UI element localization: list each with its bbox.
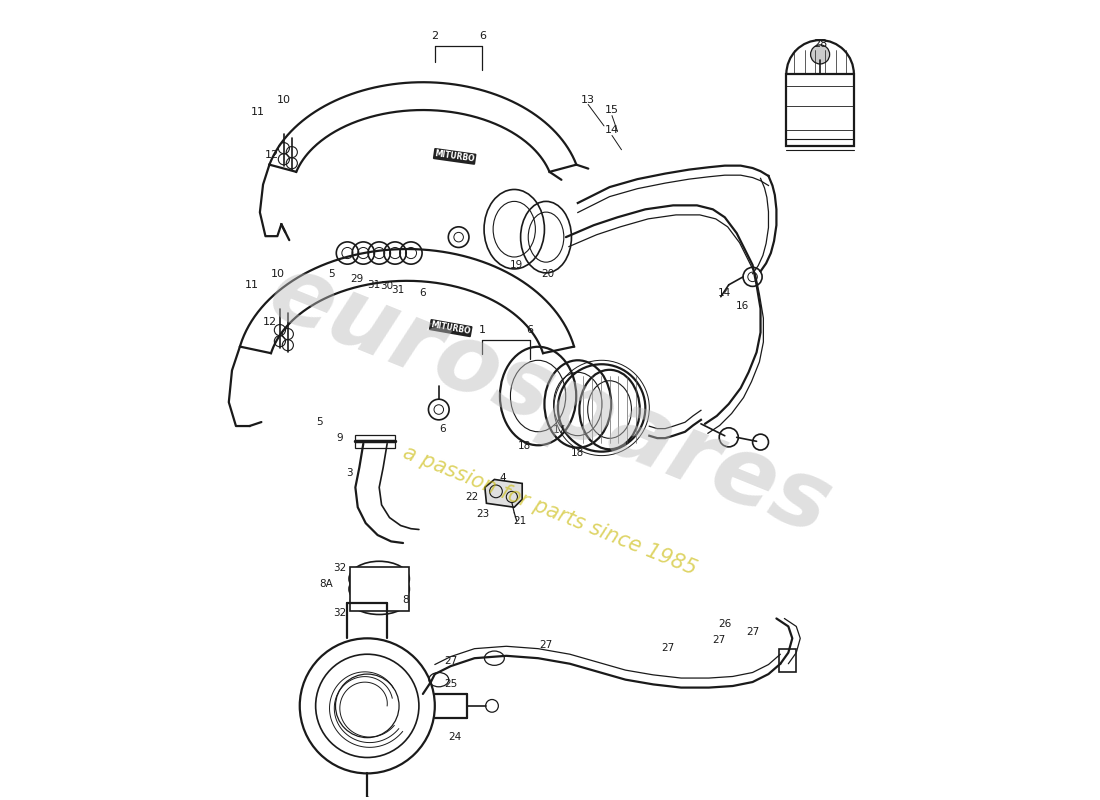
Text: 32: 32 [333, 608, 346, 618]
Text: MITURBO: MITURBO [434, 149, 475, 164]
Text: 5: 5 [317, 418, 323, 427]
Text: 27: 27 [444, 655, 458, 666]
Text: 14: 14 [718, 288, 732, 298]
Text: 15: 15 [605, 105, 619, 115]
Text: 27: 27 [746, 627, 759, 637]
Text: 18: 18 [571, 448, 584, 458]
Text: 18: 18 [518, 441, 531, 451]
Text: 14: 14 [605, 125, 619, 135]
Text: 8A: 8A [319, 579, 333, 590]
Text: 2: 2 [431, 31, 439, 41]
Text: 5: 5 [328, 270, 334, 279]
Text: 17: 17 [553, 425, 566, 435]
Text: 25: 25 [444, 678, 458, 689]
Text: 13: 13 [581, 94, 595, 105]
Text: eurospares: eurospares [256, 246, 844, 554]
Text: 29: 29 [350, 274, 364, 284]
Text: 1: 1 [478, 325, 486, 335]
Text: 16: 16 [736, 302, 749, 311]
Text: 9: 9 [337, 433, 343, 443]
Text: 26: 26 [718, 619, 732, 629]
Text: 6: 6 [478, 31, 486, 41]
Text: 6: 6 [419, 288, 426, 298]
Text: 11: 11 [251, 107, 265, 118]
Text: 12: 12 [265, 150, 279, 160]
Text: 6: 6 [527, 325, 534, 335]
Text: 27: 27 [539, 640, 552, 650]
Text: 21: 21 [514, 516, 527, 526]
Text: 3: 3 [346, 468, 353, 478]
Text: 31: 31 [367, 280, 381, 290]
Text: 30: 30 [381, 282, 394, 291]
Text: 20: 20 [541, 270, 554, 279]
Text: MITURBO: MITURBO [430, 320, 472, 336]
Text: 19: 19 [510, 260, 524, 270]
Bar [350, 567, 409, 610]
Bar [786, 74, 854, 146]
Circle shape [811, 45, 829, 64]
Text: 12: 12 [263, 317, 277, 327]
Text: 24: 24 [448, 732, 461, 742]
Text: 27: 27 [712, 635, 725, 645]
Text: 10: 10 [277, 94, 290, 105]
Polygon shape [485, 479, 522, 507]
Text: 10: 10 [271, 270, 285, 279]
Text: 23: 23 [476, 509, 490, 518]
Text: 6: 6 [439, 423, 447, 434]
Text: 4: 4 [499, 473, 506, 483]
Text: a passion for parts since 1985: a passion for parts since 1985 [400, 443, 700, 579]
Text: 8: 8 [403, 595, 409, 605]
Text: 11: 11 [245, 280, 260, 290]
Text: 28: 28 [813, 39, 827, 49]
Text: 27: 27 [661, 643, 674, 653]
Bar [779, 650, 796, 672]
Text: 31: 31 [390, 286, 404, 295]
Text: 22: 22 [465, 492, 478, 502]
Text: 32: 32 [333, 563, 346, 574]
Bar [355, 435, 395, 448]
